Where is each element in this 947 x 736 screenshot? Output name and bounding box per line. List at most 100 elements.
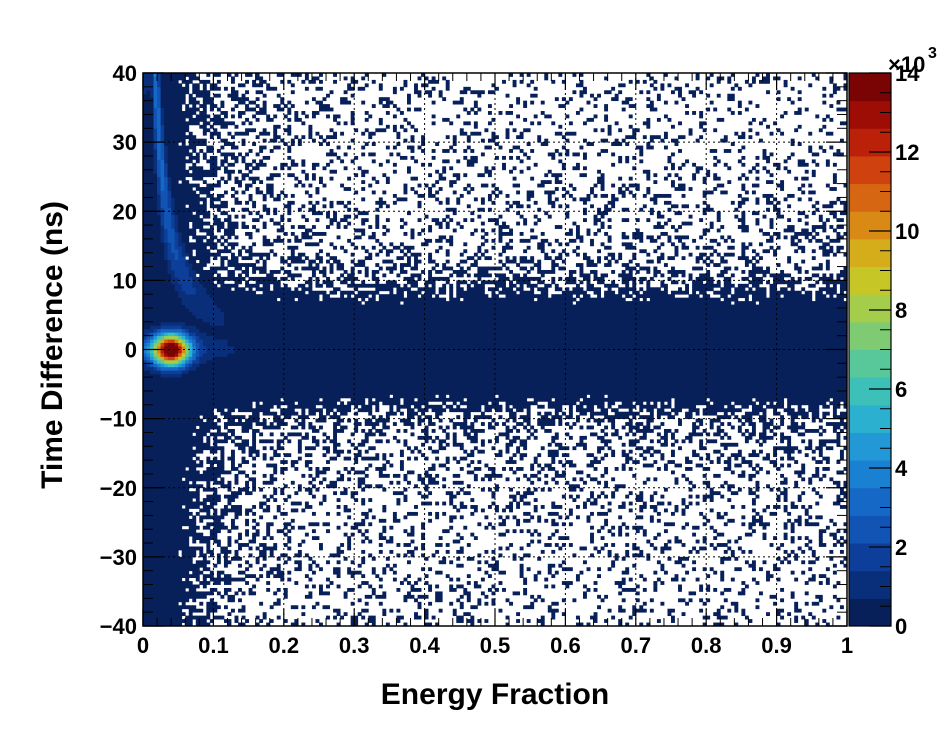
heatmap-cell — [206, 211, 211, 216]
heatmap-cell — [181, 204, 186, 209]
heatmap-cell — [213, 104, 218, 108]
heatmap-cell — [297, 349, 302, 354]
heatmap-cell — [153, 384, 158, 388]
heatmap-cell — [290, 346, 295, 350]
heatmap-cell — [143, 149, 147, 153]
heatmap-cell — [252, 408, 257, 413]
heatmap-cell — [164, 380, 169, 385]
heatmap-cell — [216, 359, 221, 364]
heatmap-cell — [188, 401, 193, 406]
heatmap-cell — [174, 598, 179, 603]
heatmap-cell — [216, 273, 221, 278]
heatmap-cell — [290, 401, 295, 406]
heatmap-cell — [216, 518, 221, 523]
heatmap-cell — [185, 477, 190, 482]
heatmap-cell — [301, 435, 306, 440]
heatmap-cell — [206, 522, 211, 527]
heatmap-cell — [195, 159, 200, 164]
heatmap-cell — [276, 193, 281, 198]
heatmap-cell — [192, 346, 197, 350]
heatmap-cell — [241, 321, 246, 326]
heatmap-cell — [174, 363, 179, 368]
heatmap-cell — [297, 325, 302, 330]
heatmap-cell — [171, 294, 176, 299]
heatmap-cell — [206, 169, 211, 174]
heatmap-cell — [167, 245, 172, 250]
heatmap-cell — [213, 308, 218, 312]
heatmap-cell — [164, 93, 169, 98]
heatmap-cell — [160, 180, 165, 184]
heatmap-cell — [238, 491, 242, 496]
heatmap-cell — [188, 587, 193, 592]
heatmap-cell — [234, 332, 239, 337]
heatmap-cell — [181, 494, 186, 499]
heatmap-cell — [143, 159, 147, 164]
heatmap-cell — [192, 404, 197, 409]
heatmap-cell — [160, 135, 165, 140]
heatmap-cell — [192, 83, 197, 88]
heatmap-cell — [269, 349, 274, 354]
heatmap-cell — [192, 339, 197, 343]
heatmap-cell — [178, 363, 183, 368]
heatmap-cell — [199, 204, 204, 209]
heatmap-cell — [143, 242, 147, 247]
heatmap-cell — [206, 601, 211, 606]
heatmap-cell — [192, 467, 197, 471]
heatmap-cell — [146, 563, 151, 568]
heatmap-cell — [273, 601, 278, 606]
heatmap-cell — [192, 314, 197, 319]
heatmap-cell — [167, 352, 172, 357]
heatmap-cell — [188, 266, 193, 271]
heatmap-cell — [143, 308, 147, 312]
heatmap-cell — [213, 270, 218, 274]
heatmap-cell — [185, 180, 190, 184]
heatmap-cell — [213, 349, 218, 354]
heatmap-cell — [287, 287, 292, 292]
heatmap-cell — [185, 380, 190, 385]
heatmap-cell — [266, 394, 271, 399]
heatmap-cell — [185, 449, 190, 454]
heatmap-cell — [223, 484, 228, 489]
heatmap-cell — [304, 394, 309, 399]
heatmap-cell — [276, 145, 281, 150]
heatmap-cell — [231, 598, 235, 603]
heatmap-cell — [195, 117, 200, 122]
heatmap-cell — [234, 505, 239, 509]
heatmap-cell — [223, 266, 228, 271]
heatmap-cell — [146, 446, 151, 451]
heatmap-cell — [241, 446, 246, 451]
heatmap-cell — [223, 587, 228, 592]
heatmap-cell — [273, 477, 278, 482]
heatmap-cell — [280, 304, 285, 309]
heatmap-cell — [181, 214, 186, 219]
heatmap-cell — [283, 193, 288, 198]
heatmap-cell — [301, 214, 306, 219]
heatmap-cell — [273, 294, 278, 299]
heatmap-cell — [143, 601, 147, 606]
heatmap-cell — [143, 297, 147, 302]
heatmap-cell — [238, 377, 242, 382]
heatmap-cell — [223, 138, 228, 143]
heatmap-cell — [150, 501, 154, 506]
heatmap-cell — [248, 321, 253, 326]
heatmap-cell — [255, 90, 260, 95]
heatmap-cell — [157, 273, 161, 278]
heatmap-cell — [192, 453, 197, 458]
heatmap-cell — [174, 256, 179, 261]
heatmap-cell — [209, 501, 214, 506]
heatmap-cell — [227, 549, 232, 554]
heatmap-cell — [223, 218, 228, 223]
heatmap-cell — [248, 418, 253, 423]
heatmap-cell — [220, 477, 225, 482]
heatmap-cell — [153, 594, 158, 599]
heatmap-cell — [220, 249, 225, 254]
heatmap-cell — [209, 97, 214, 102]
heatmap-cell — [248, 245, 253, 250]
heatmap-cell — [220, 242, 225, 247]
heatmap-cell — [252, 349, 257, 354]
heatmap-cell — [174, 522, 179, 527]
heatmap-cell — [199, 263, 204, 267]
heatmap-cell — [245, 339, 249, 343]
heatmap-cell — [171, 560, 176, 565]
heatmap-cell — [294, 314, 299, 319]
